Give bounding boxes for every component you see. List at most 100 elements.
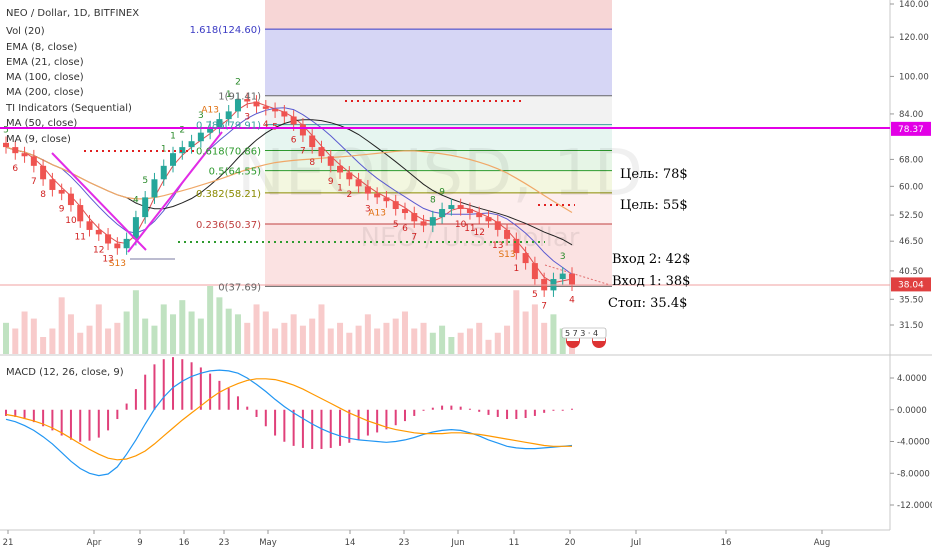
trend-drawings[interactable] [0,100,890,286]
candle-body [290,116,297,125]
candle-body [86,221,93,230]
seq-label: 13 [492,241,503,251]
candle-body [30,156,37,166]
candle-body [448,205,455,210]
candle-body [77,205,84,222]
volume-bar [105,328,112,354]
downtrend-line[interactable] [51,152,147,251]
candle-body [132,217,139,239]
macd-histogram-bar [125,403,128,410]
candle-body [114,243,121,249]
target-1-label[interactable]: Цель: 78$ [620,167,688,182]
fib-level-label: 0.5(64.55) [209,167,261,178]
legend-item-ema8[interactable]: EMA (8, close) [6,42,77,53]
candle-body [216,119,223,128]
macd-legend[interactable]: MACD (12, 26, close, 9) [6,367,124,378]
macd-histogram-bar [348,409,351,443]
macd-pane[interactable] [5,357,573,477]
legend-item-ma50[interactable]: MA (50, close) [6,118,77,129]
volume-bar [272,328,279,354]
macd-histogram-bar [450,405,453,410]
macd-histogram-bar [366,409,369,436]
legend-item-ma200[interactable]: MA (200, close) [6,87,84,98]
seq-label: 11 [464,224,475,234]
seq-label: 10 [65,216,77,226]
entry-2-label[interactable]: Вход 2: 42$ [612,252,690,267]
earnings-badge[interactable] [561,327,607,339]
macd-histogram-bar [23,409,26,420]
volume-bar [123,311,130,354]
macd-histogram-bar [329,409,332,448]
stop-label[interactable]: Стоп: 35.4$ [608,296,687,311]
macd-histogram-bar [162,359,165,410]
volume-bar [281,322,288,354]
fib-level-label: 0.382(58.21) [196,189,261,200]
candle-body [392,201,399,210]
volume-bar [40,337,47,354]
macd-histogram-bar [60,409,63,436]
seq-label: 7 [541,301,547,311]
projection-line[interactable] [544,264,611,286]
target-2-label[interactable]: Цель: 55$ [620,198,688,213]
volume-bar [337,322,344,354]
us-flag-stripe [567,338,579,341]
legend-item-ti-sequential[interactable]: TI Indicators (Sequential) [5,103,132,114]
price-tick-label: 120.00 [899,33,929,43]
entry-1-label[interactable]: Вход 1: 38$ [612,274,690,289]
legend-item-ma9[interactable]: MA (9, close) [6,134,71,145]
macd-histogram-bar [515,409,518,420]
candle-body [457,205,464,210]
volume-bar [355,325,362,354]
price-axis[interactable] [890,0,932,550]
price-tick-label: 35.50 [899,295,923,305]
trade-annotations[interactable]: Цель: 78$ Цель: 55$ Вход 2: 42$ Вход 1: … [608,167,690,311]
macd-histogram-bar [69,409,72,440]
indicator-legend[interactable]: NEO / Dollar, 1D, BITFINEX Vol (20) EMA … [5,8,139,378]
fib-retracement-zones[interactable] [265,0,612,287]
volume-bar [86,325,93,354]
volume-bar [234,314,241,354]
seq-label: 4 [263,120,269,130]
event-icons[interactable]: 5 7 3 · 4 [561,327,607,348]
volume-bar [522,311,529,354]
chart-title[interactable]: NEO / Dollar, 1D, BITFINEX [6,8,139,19]
candle-body [374,193,381,198]
seq-label: 1 [513,264,519,274]
macd-histogram-bar [422,409,425,411]
volume-bar [429,332,436,354]
candle-body [123,238,130,249]
seq-label: 1 [337,183,343,193]
legend-item-vol[interactable]: Vol (20) [6,26,45,37]
candle-body [21,153,28,157]
macd-histogram-bar [339,409,342,446]
candle-body [151,179,158,198]
price-tick-label: 52.50 [899,211,923,221]
macd-tick-label: 4.0000 [897,374,927,384]
price-tick-label: 68.00 [899,155,923,165]
volume-bar [550,314,557,354]
candle-body [95,229,102,235]
macd-histogram-bar [552,409,555,411]
time-tick-label: Apr [87,538,102,548]
volume-bar [318,304,325,354]
legend-item-ema21[interactable]: EMA (21, close) [6,57,84,68]
macd-histogram-bar [107,409,110,431]
time-axis-ticks[interactable]: 21 Apr 9 16 23 May 14 23 Jun 11 20 Jul 16 Aug [3,530,831,548]
macd-histogram-bar [218,380,221,410]
seq-label: 10 [455,220,467,230]
macd-histogram-bar [571,408,573,410]
macd-histogram-bar [32,409,35,423]
macd-histogram-bar [376,409,379,433]
seq-label: 12 [93,245,104,255]
seq-label: 7 [411,232,417,242]
legend-item-ma100[interactable]: MA (100, close) [6,72,84,83]
macd-histogram-bar [227,388,230,410]
macd-histogram-bar [264,409,267,427]
candle-body [429,217,436,226]
macd-histogram-bar [181,359,184,410]
uptrend-line[interactable] [127,131,223,253]
time-tick-label: Jul [630,538,641,548]
earnings-badge-text: 5 7 3 · 4 [565,329,598,338]
candle-body [197,132,204,142]
